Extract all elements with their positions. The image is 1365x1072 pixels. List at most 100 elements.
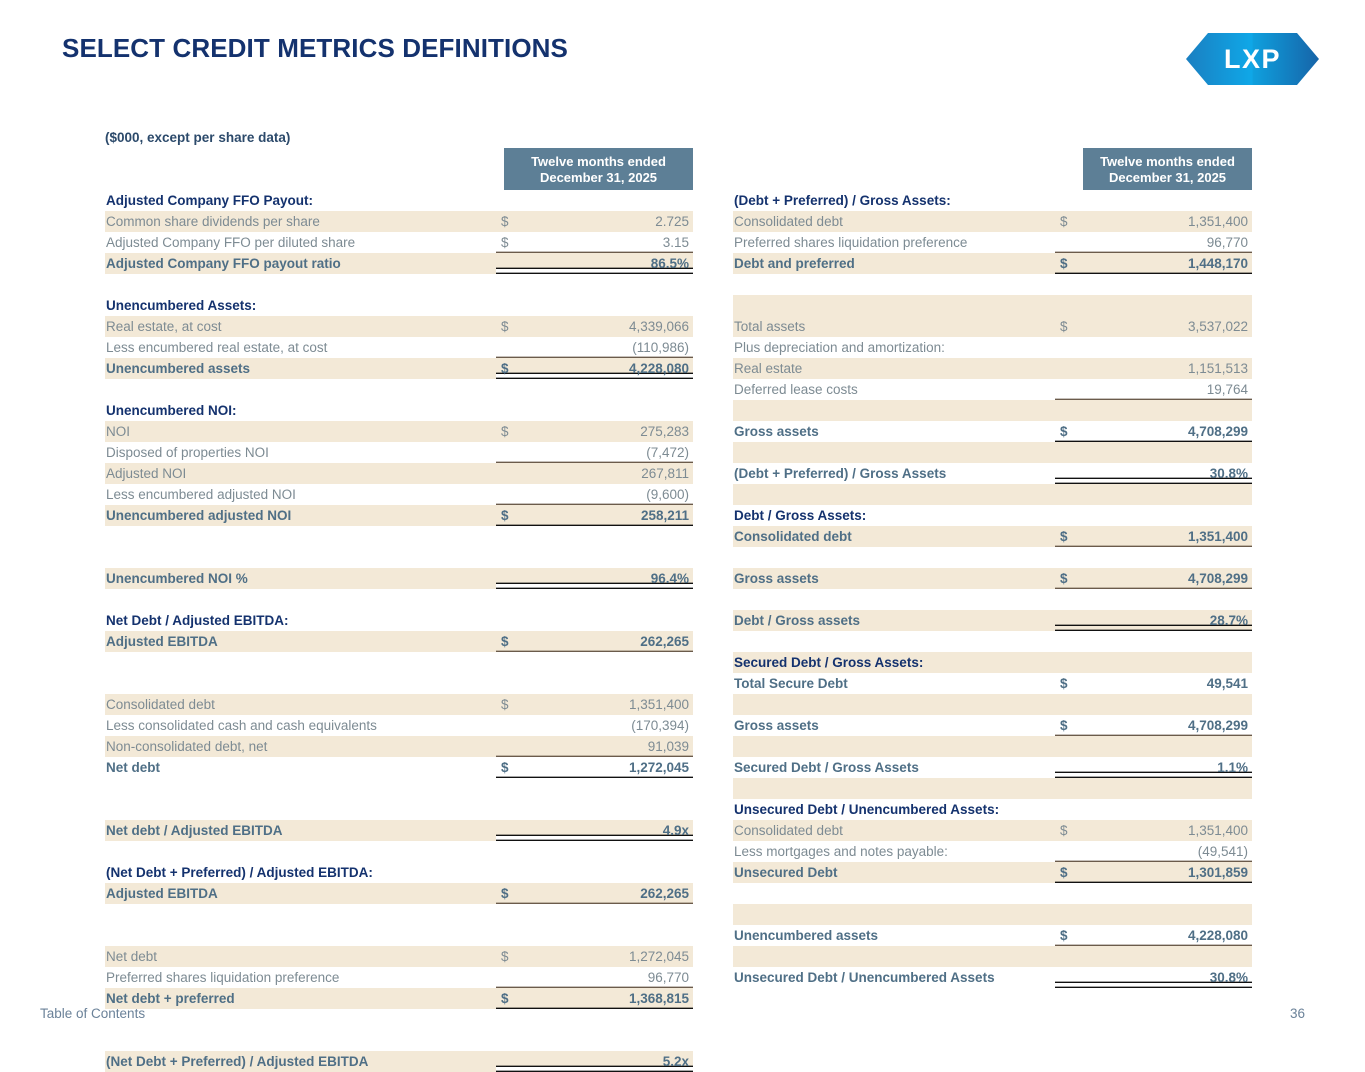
row-value	[1094, 799, 1252, 820]
row-label: Consolidated debt	[105, 694, 496, 715]
spacer-row	[733, 274, 1252, 295]
row-label: Unencumbered adjusted NOI	[105, 505, 496, 526]
row-currency-symbol: $	[1055, 211, 1094, 232]
row-value: 86.5%	[535, 253, 693, 274]
row-label	[733, 547, 1055, 568]
row-currency-symbol	[496, 568, 535, 589]
row-label	[105, 925, 496, 946]
table-row: Net debt $1,272,045	[105, 946, 693, 967]
row-value	[1094, 652, 1252, 673]
row-currency-symbol	[496, 841, 535, 862]
spacer-row	[105, 1030, 693, 1051]
row-value	[1094, 883, 1252, 904]
row-label	[733, 631, 1055, 652]
table-row: Debt and preferred $1,448,170	[733, 253, 1252, 274]
row-currency-symbol	[496, 589, 535, 610]
row-value: 19,764	[1094, 379, 1252, 400]
row-currency-symbol	[496, 1051, 535, 1072]
table-row: Adjusted NOI 267,811	[105, 463, 693, 484]
row-currency-symbol	[496, 379, 535, 400]
row-label: Common share dividends per share	[105, 211, 496, 232]
row-value: (49,541)	[1094, 841, 1252, 862]
row-value: 49,541	[1094, 673, 1252, 694]
row-currency-symbol	[1055, 967, 1094, 988]
row-label: Real estate, at cost	[105, 316, 496, 337]
row-currency-symbol	[496, 400, 535, 421]
table-of-contents-link[interactable]: Table of Contents	[40, 1006, 146, 1021]
row-value	[535, 610, 693, 631]
row-value	[1094, 337, 1252, 358]
row-label	[105, 589, 496, 610]
row-currency-symbol: $	[496, 232, 535, 253]
spacer-row	[105, 673, 693, 694]
spacer-row	[105, 904, 693, 925]
period-line-1: Twelve months ended	[1100, 154, 1235, 169]
table-row: Adjusted Company FFO payout ratio 86.5%	[105, 253, 693, 274]
row-currency-symbol	[1055, 337, 1094, 358]
table-row: Less encumbered real estate, at cost (110…	[105, 337, 693, 358]
row-currency-symbol	[1055, 652, 1094, 673]
row-label	[105, 841, 496, 862]
row-label: Net Debt / Adjusted EBITDA:	[105, 610, 496, 631]
table-row: NOI $275,283	[105, 421, 693, 442]
row-label: Preferred shares liquidation preference	[733, 232, 1055, 253]
row-currency-symbol: $	[496, 883, 535, 904]
row-value	[1094, 190, 1252, 211]
row-value	[535, 400, 693, 421]
row-value	[535, 547, 693, 568]
row-value	[1094, 295, 1252, 316]
row-currency-symbol: $	[496, 694, 535, 715]
row-currency-symbol	[496, 1030, 535, 1051]
table-row: Plus depreciation and amortization:	[733, 337, 1252, 358]
row-label: Adjusted EBITDA	[105, 631, 496, 652]
row-currency-symbol	[1055, 757, 1094, 778]
row-label: Total Secure Debt	[733, 673, 1055, 694]
spacer-row	[733, 400, 1252, 421]
table-row: Adjusted Company FFO Payout:	[105, 190, 693, 211]
row-value: 1,351,400	[1094, 211, 1252, 232]
spacer-row	[105, 589, 693, 610]
period-line-1: Twelve months ended	[531, 154, 666, 169]
row-currency-symbol	[1055, 883, 1094, 904]
row-currency-symbol: $	[1055, 421, 1094, 442]
row-currency-symbol: $	[1055, 316, 1094, 337]
row-currency-symbol	[1055, 694, 1094, 715]
row-currency-symbol	[1055, 904, 1094, 925]
row-currency-symbol	[496, 547, 535, 568]
row-label: Net debt	[105, 757, 496, 778]
spacer-row	[733, 547, 1252, 568]
row-currency-symbol: $	[1055, 253, 1094, 274]
table-row: Gross assets $4,708,299	[733, 421, 1252, 442]
row-value: (7,472)	[535, 442, 693, 463]
row-label: Consolidated debt	[733, 211, 1055, 232]
row-currency-symbol	[496, 736, 535, 757]
row-currency-symbol	[1055, 778, 1094, 799]
row-label: Consolidated debt	[733, 820, 1055, 841]
table-row: (Debt + Preferred) / Gross Assets:	[733, 190, 1252, 211]
spacer-row	[733, 694, 1252, 715]
table-row: Total Secure Debt $49,541	[733, 673, 1252, 694]
row-value: 4,228,080	[1094, 925, 1252, 946]
table-row: Preferred shares liquidation preference 9…	[733, 232, 1252, 253]
row-value	[535, 1009, 693, 1030]
row-value	[535, 295, 693, 316]
table-row: Less encumbered adjusted NOI (9,600)	[105, 484, 693, 505]
row-currency-symbol	[496, 442, 535, 463]
right-metrics-table: (Debt + Preferred) / Gross Assets: Consol…	[733, 190, 1252, 988]
row-value: 4,708,299	[1094, 421, 1252, 442]
row-label	[733, 946, 1055, 967]
row-label: Preferred shares liquidation preference	[105, 967, 496, 988]
row-currency-symbol	[1055, 547, 1094, 568]
spacer-row	[733, 736, 1252, 757]
row-currency-symbol	[496, 925, 535, 946]
row-value: 30.8%	[1094, 967, 1252, 988]
row-label	[105, 652, 496, 673]
table-row: Net debt $1,272,045	[105, 757, 693, 778]
row-currency-symbol: $	[496, 631, 535, 652]
row-value: 258,211	[535, 505, 693, 526]
row-value: 3,537,022	[1094, 316, 1252, 337]
row-currency-symbol	[1055, 505, 1094, 526]
row-value	[1094, 484, 1252, 505]
row-label	[733, 400, 1055, 421]
row-currency-symbol	[496, 715, 535, 736]
